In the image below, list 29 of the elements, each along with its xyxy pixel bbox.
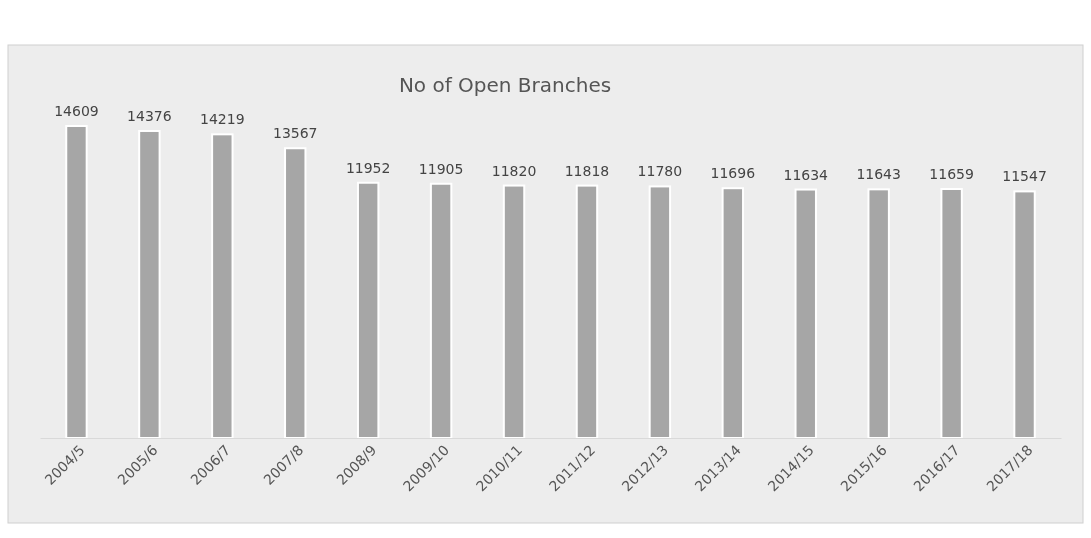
data-label: 14609 [54,103,99,119]
bar [211,133,234,439]
data-label: 11634 [783,166,829,183]
bar [284,147,307,439]
bar [356,181,380,439]
data-label: 11818 [564,162,610,179]
data-label: 14219 [200,111,245,128]
bar [65,125,88,439]
data-label: 11780 [637,163,683,180]
data-label: 11820 [491,162,537,179]
data-label: 11659 [929,166,974,182]
bar [138,129,161,439]
bar [940,188,963,439]
data-label: 14376 [127,107,172,124]
bar [502,184,526,439]
bar [867,188,890,439]
bar [794,188,817,439]
bar [1013,190,1036,439]
data-label: 13567 [272,125,318,142]
chart-title: No of Open Branches [398,73,612,97]
data-label: 11643 [856,166,901,183]
bar [429,182,453,439]
data-label: 11547 [1002,168,1047,185]
data-label: 11696 [710,165,756,182]
bar [648,185,672,439]
bar [721,187,745,439]
data-label: 11905 [418,160,464,177]
bar [575,184,599,439]
data-label: 11952 [345,159,391,176]
